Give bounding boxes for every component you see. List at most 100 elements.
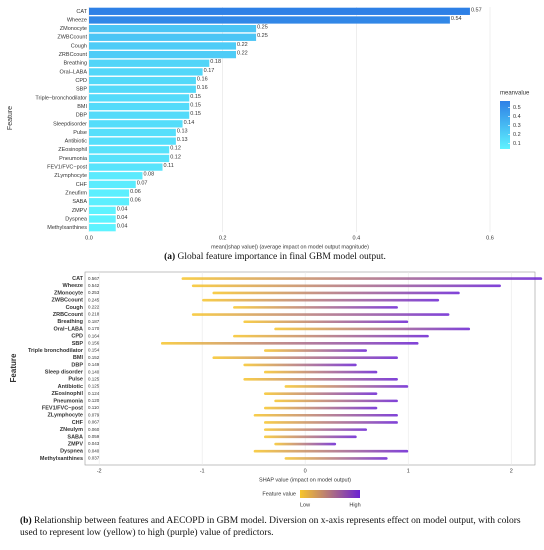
legend-tick-label: 0.4 [513, 114, 521, 120]
shap-spread [253, 449, 409, 453]
bar [89, 128, 176, 137]
mean-value-label: 0.149 [88, 362, 100, 367]
y-tick-label: BMI [77, 104, 87, 110]
bar [89, 7, 470, 15]
y-tick-label: CAT [72, 276, 84, 282]
legend-tick-label: 0.3 [513, 123, 521, 129]
y-tick-label: ZMonocyte [60, 26, 87, 32]
y-tick-label: ZRBCcount [59, 52, 88, 58]
data-label: 0.15 [190, 111, 201, 117]
y-tick-label: Pneumonia [59, 156, 88, 162]
shap-spread [263, 349, 368, 352]
mean-value-label: 0.187 [88, 319, 100, 324]
y-tick-label: ZLymphocyte [54, 173, 87, 179]
caption: (a) Global feature importance in final G… [20, 251, 530, 263]
y-tick-label: FEV1/FVC−post [47, 165, 87, 171]
y-tick-label: ZEosinophil [58, 147, 87, 153]
shap-spread [191, 284, 501, 288]
y-tick-label: Pulse [68, 377, 83, 383]
shap-spread [243, 377, 398, 381]
y-tick-label: SBP [72, 341, 84, 347]
mean-value-label: 0.156 [88, 341, 100, 346]
y-tick-label: Cough [71, 43, 87, 49]
mean-value-label: 0.124 [88, 391, 100, 396]
x-axis-label: mean(|shap value|) (average impact on mo… [211, 244, 369, 250]
y-tick-label: ZMonocyte [54, 290, 83, 296]
shap-spread [212, 291, 460, 295]
data-label: 0.12 [170, 146, 181, 152]
data-label: 0.08 [143, 172, 154, 178]
shap-spread [191, 313, 450, 316]
y-tick-label: CPD [71, 334, 83, 340]
legend-title: Feature value [262, 491, 296, 497]
shap-spread [274, 399, 398, 403]
x-tick-label: -2 [97, 468, 102, 474]
shap-spread [212, 356, 398, 360]
caption-label: (b) [20, 516, 32, 526]
legend-high: High [349, 502, 360, 508]
shap-spread [284, 385, 409, 388]
y-tick-label: Triple−bronchodilator [35, 95, 87, 101]
y-tick-label: ZWBCcount [57, 35, 87, 41]
mean-value-label: 0.245 [88, 297, 100, 302]
bar [89, 76, 196, 85]
data-label: 0.04 [117, 206, 128, 212]
bar [89, 198, 130, 206]
legend-tick-label: 0.1 [513, 141, 521, 147]
y-tick-label: FEV1/FVC−post [42, 406, 83, 412]
mean-value-label: 0.043 [88, 441, 100, 446]
y-tick-label: Cough [66, 305, 84, 311]
y-tick-label: SABA [72, 199, 87, 205]
y-tick-label: Breathing [57, 319, 83, 325]
mean-value-label: 0.140 [88, 369, 100, 374]
data-label: 0.25 [257, 25, 268, 31]
caption-text: Global feature importance in final GBM m… [177, 252, 386, 262]
bar [89, 33, 257, 41]
bar [89, 42, 237, 50]
legend-colorbar [300, 490, 360, 498]
y-tick-label: ZRBCcount [53, 312, 83, 318]
y-tick-label: Oral–LABA [59, 69, 87, 75]
y-tick-label: Pneumonia [53, 398, 84, 404]
bar [89, 163, 163, 171]
x-tick-label: 2 [510, 468, 513, 474]
shap-spread [202, 298, 440, 302]
x-axis-label: SHAP value (impact on model output) [259, 477, 351, 483]
bar [89, 102, 190, 111]
bar [89, 137, 176, 145]
shap-spread [160, 342, 419, 345]
x-tick-label: 0 [304, 468, 307, 474]
shap-spread [181, 277, 543, 280]
bar [89, 215, 116, 223]
y-tick-label: ZMPV [72, 208, 88, 214]
data-label: 0.04 [117, 215, 128, 221]
data-label: 0.17 [204, 68, 215, 74]
bar [89, 206, 116, 214]
data-label: 0.57 [471, 7, 482, 13]
y-tick-label: Triple bronchodilator [28, 348, 84, 354]
bar [89, 180, 136, 189]
bar [89, 16, 450, 24]
y-axis-label: Feature [9, 353, 18, 382]
legend-colorbar [500, 101, 510, 149]
x-tick-label: 0.4 [353, 235, 361, 241]
data-label: 0.06 [130, 198, 141, 204]
shap-spread [263, 406, 378, 410]
y-tick-label: Breathing [63, 61, 87, 67]
shap-spread [253, 413, 398, 417]
bar [89, 111, 190, 119]
shap-spread [274, 327, 471, 331]
y-tick-label: DBP [76, 113, 88, 119]
shap-spread [263, 370, 378, 374]
mean-value-label: 0.152 [88, 355, 100, 360]
shap-spread [243, 320, 409, 324]
caption: (b) Relationship between features and AE… [20, 515, 530, 539]
y-tick-label: Wheeze [63, 283, 83, 289]
data-label: 0.22 [237, 42, 248, 48]
mean-value-label: 0.040 [88, 448, 100, 453]
shap-spread [243, 363, 357, 367]
shap-spread [263, 392, 378, 395]
x-tick-label: 0.2 [219, 235, 227, 241]
bar [89, 94, 190, 102]
